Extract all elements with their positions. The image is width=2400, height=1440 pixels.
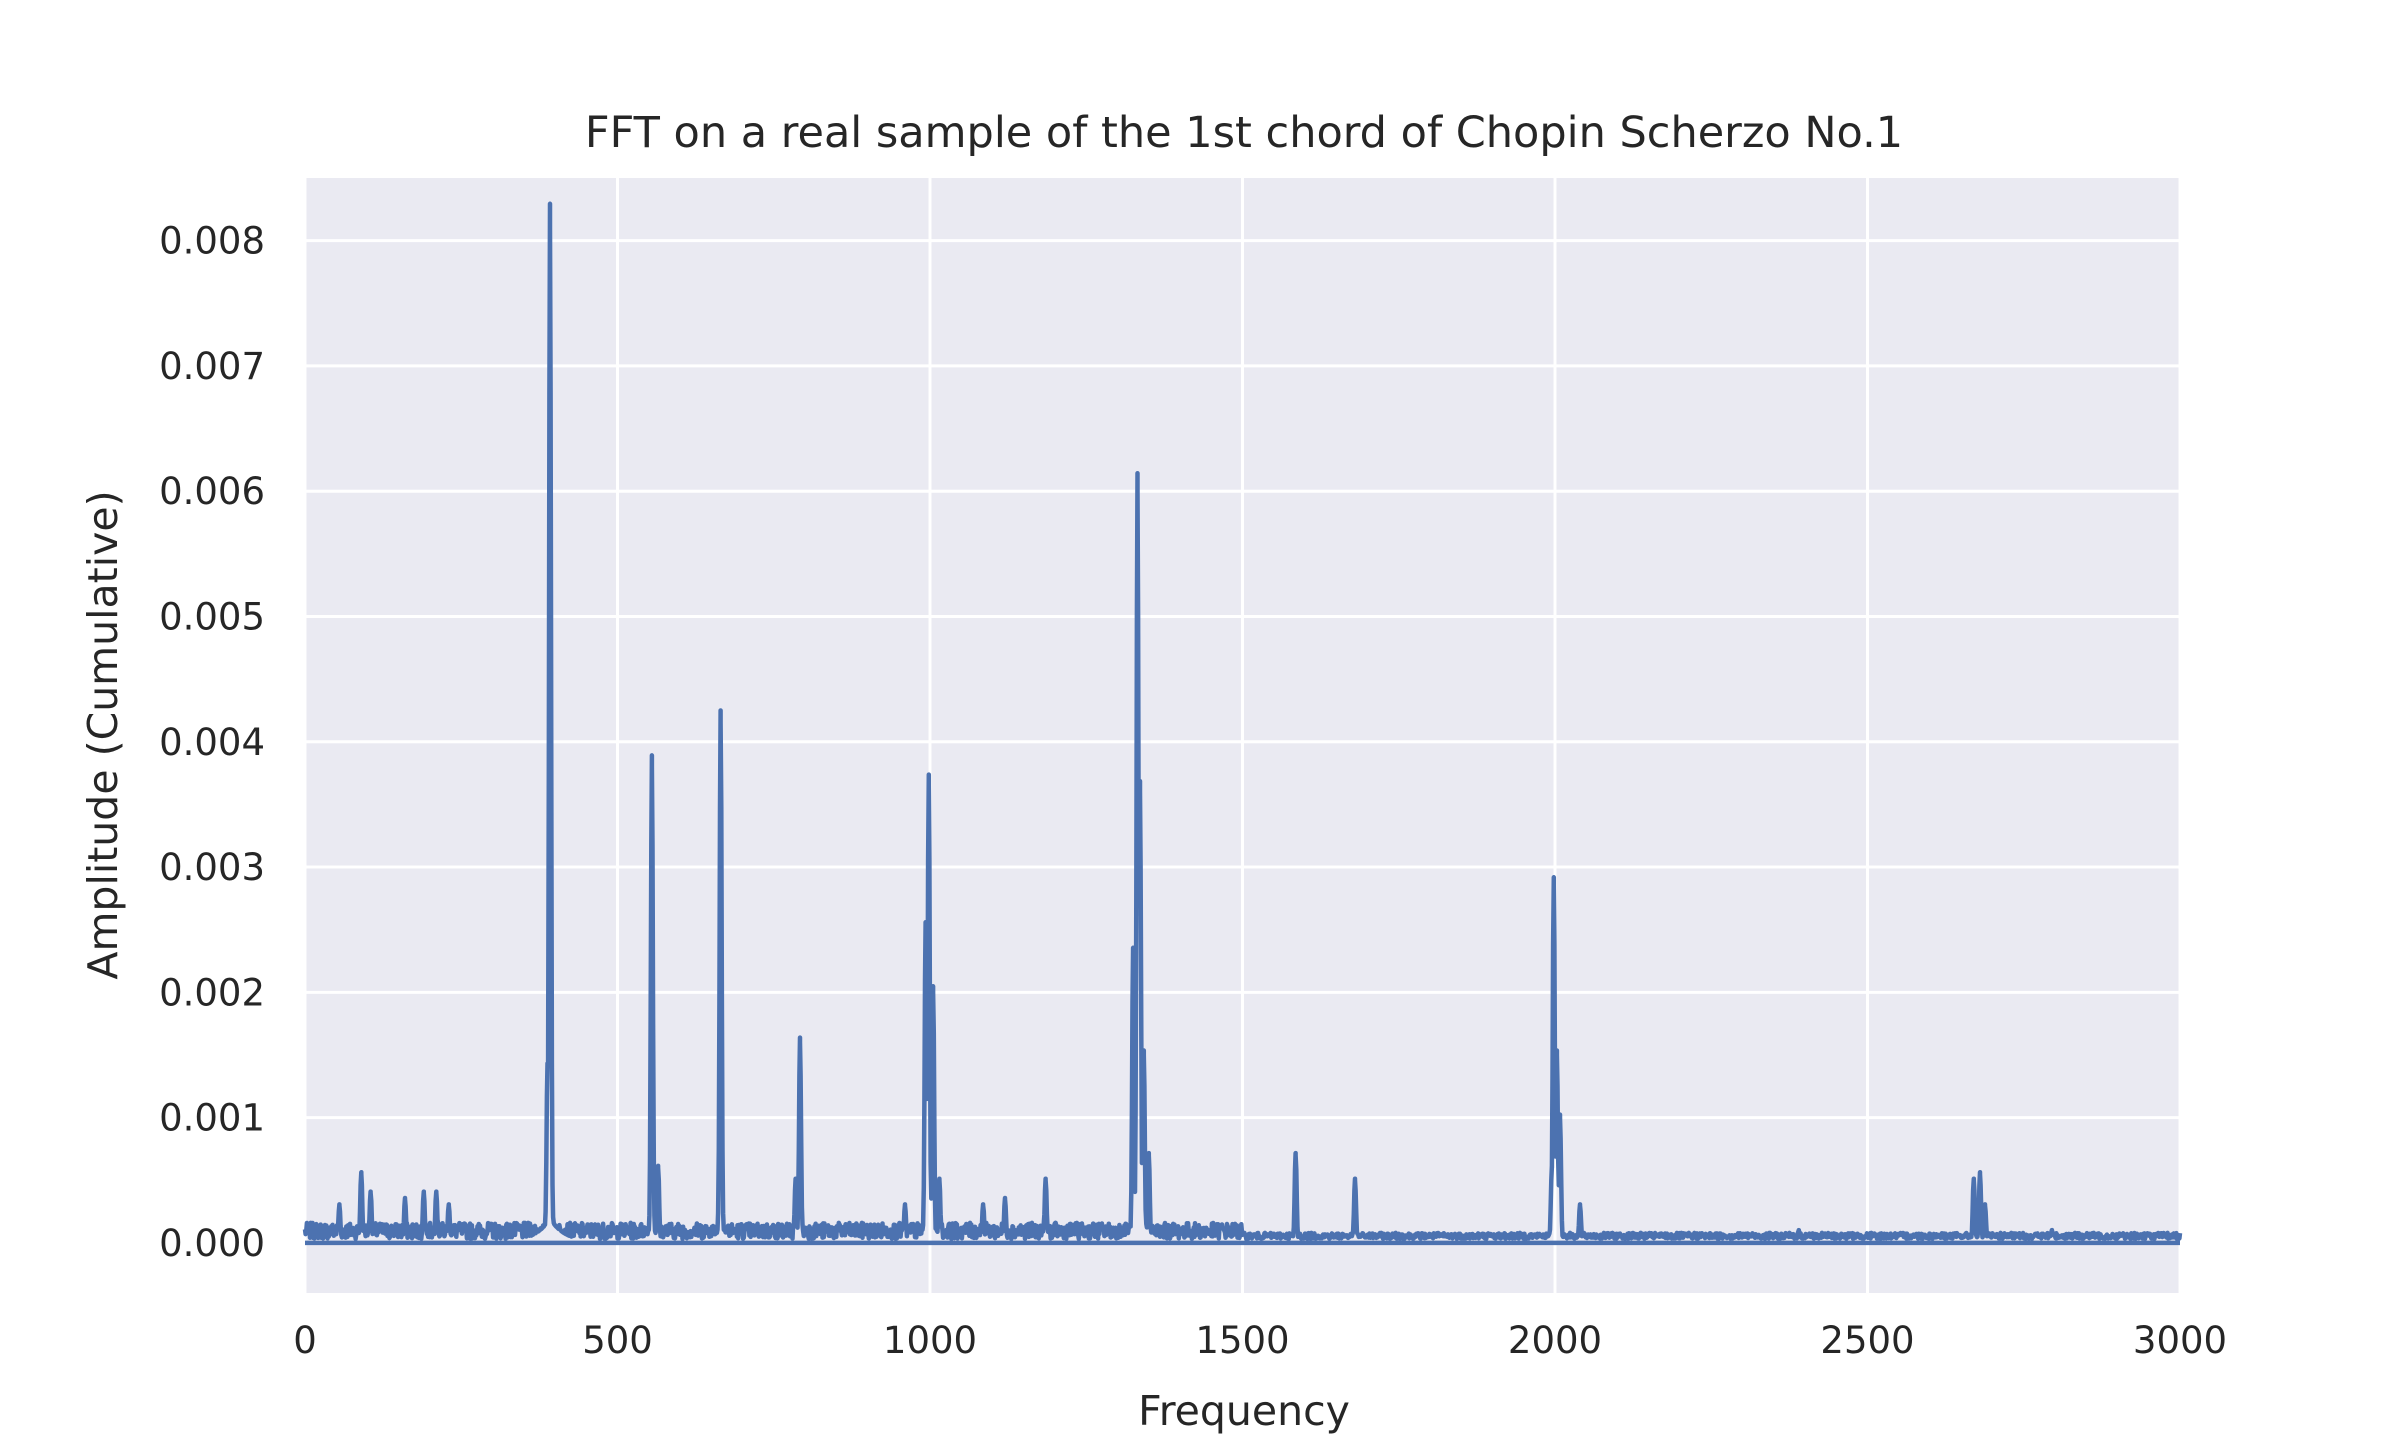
y-axis-ticks: 0.000 0.001 0.002 0.003 0.004 0.005 0.006 0.007… <box>159 220 265 1265</box>
x-tick-label: 1500 <box>1195 1319 1289 1362</box>
x-tick-label: 1000 <box>883 1319 977 1362</box>
y-tick-label: 0.003 <box>159 846 265 889</box>
y-tick-label: 0.007 <box>159 345 265 388</box>
x-tick-label: 2500 <box>1820 1319 1914 1362</box>
x-tick-label: 0 <box>293 1319 317 1362</box>
y-tick-label: 0.008 <box>159 220 265 263</box>
x-tick-label: 3000 <box>2133 1319 2227 1362</box>
y-tick-label: 0.002 <box>159 971 265 1014</box>
x-axis-ticks: 0 500 1000 1500 2000 2500 3000 <box>293 1319 2227 1362</box>
y-tick-label: 0.004 <box>159 721 265 764</box>
y-tick-label: 0.006 <box>159 470 265 513</box>
fft-series <box>302 201 2183 1246</box>
x-tick-label: 2000 <box>1508 1319 1602 1362</box>
x-tick-label: 500 <box>582 1319 653 1362</box>
y-axis-label: Amplitude (Cumulative) <box>79 490 127 979</box>
x-axis-label: Frequency <box>1138 1387 1350 1435</box>
y-tick-label: 0.005 <box>159 595 265 638</box>
chart-title: FFT on a real sample of the 1st chord of… <box>585 108 1903 158</box>
fft-line <box>302 201 2183 1242</box>
y-tick-label: 0.000 <box>159 1222 265 1265</box>
y-tick-label: 0.001 <box>159 1097 265 1140</box>
